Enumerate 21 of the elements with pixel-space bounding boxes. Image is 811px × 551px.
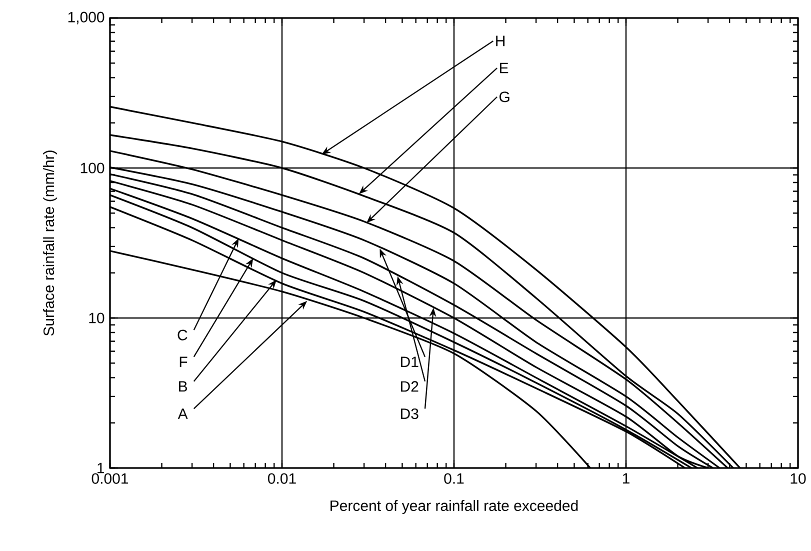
annotation: G xyxy=(500,92,510,102)
x-tick-label: 10 xyxy=(790,473,806,484)
annotation: H xyxy=(496,36,504,46)
y-tick-label: 1 xyxy=(98,462,104,474)
x-tick-label: 0.01 xyxy=(268,473,296,484)
y-axis-title: Surface rainfall rate (mm/hr) xyxy=(43,150,58,336)
annotation: B xyxy=(179,381,188,392)
x-axis-title: Percent of year rainfall rate exceeded xyxy=(330,500,578,514)
x-tick-label: 1 xyxy=(622,473,630,484)
annotation: A xyxy=(178,408,188,419)
annotation: D3 xyxy=(401,408,418,420)
annotation: E xyxy=(500,62,508,74)
y-tick-label: 100 xyxy=(80,162,104,174)
annotation: F xyxy=(180,356,188,368)
annotation: D1 xyxy=(401,356,418,368)
x-tick-label: 0.1 xyxy=(444,473,464,484)
annotation: C xyxy=(178,330,188,340)
annotation: D2 xyxy=(401,381,418,392)
x-tick-label: 0.001 xyxy=(92,473,128,484)
y-tick-label: 1,000 xyxy=(68,12,104,24)
y-tick-label: 10 xyxy=(89,312,104,324)
